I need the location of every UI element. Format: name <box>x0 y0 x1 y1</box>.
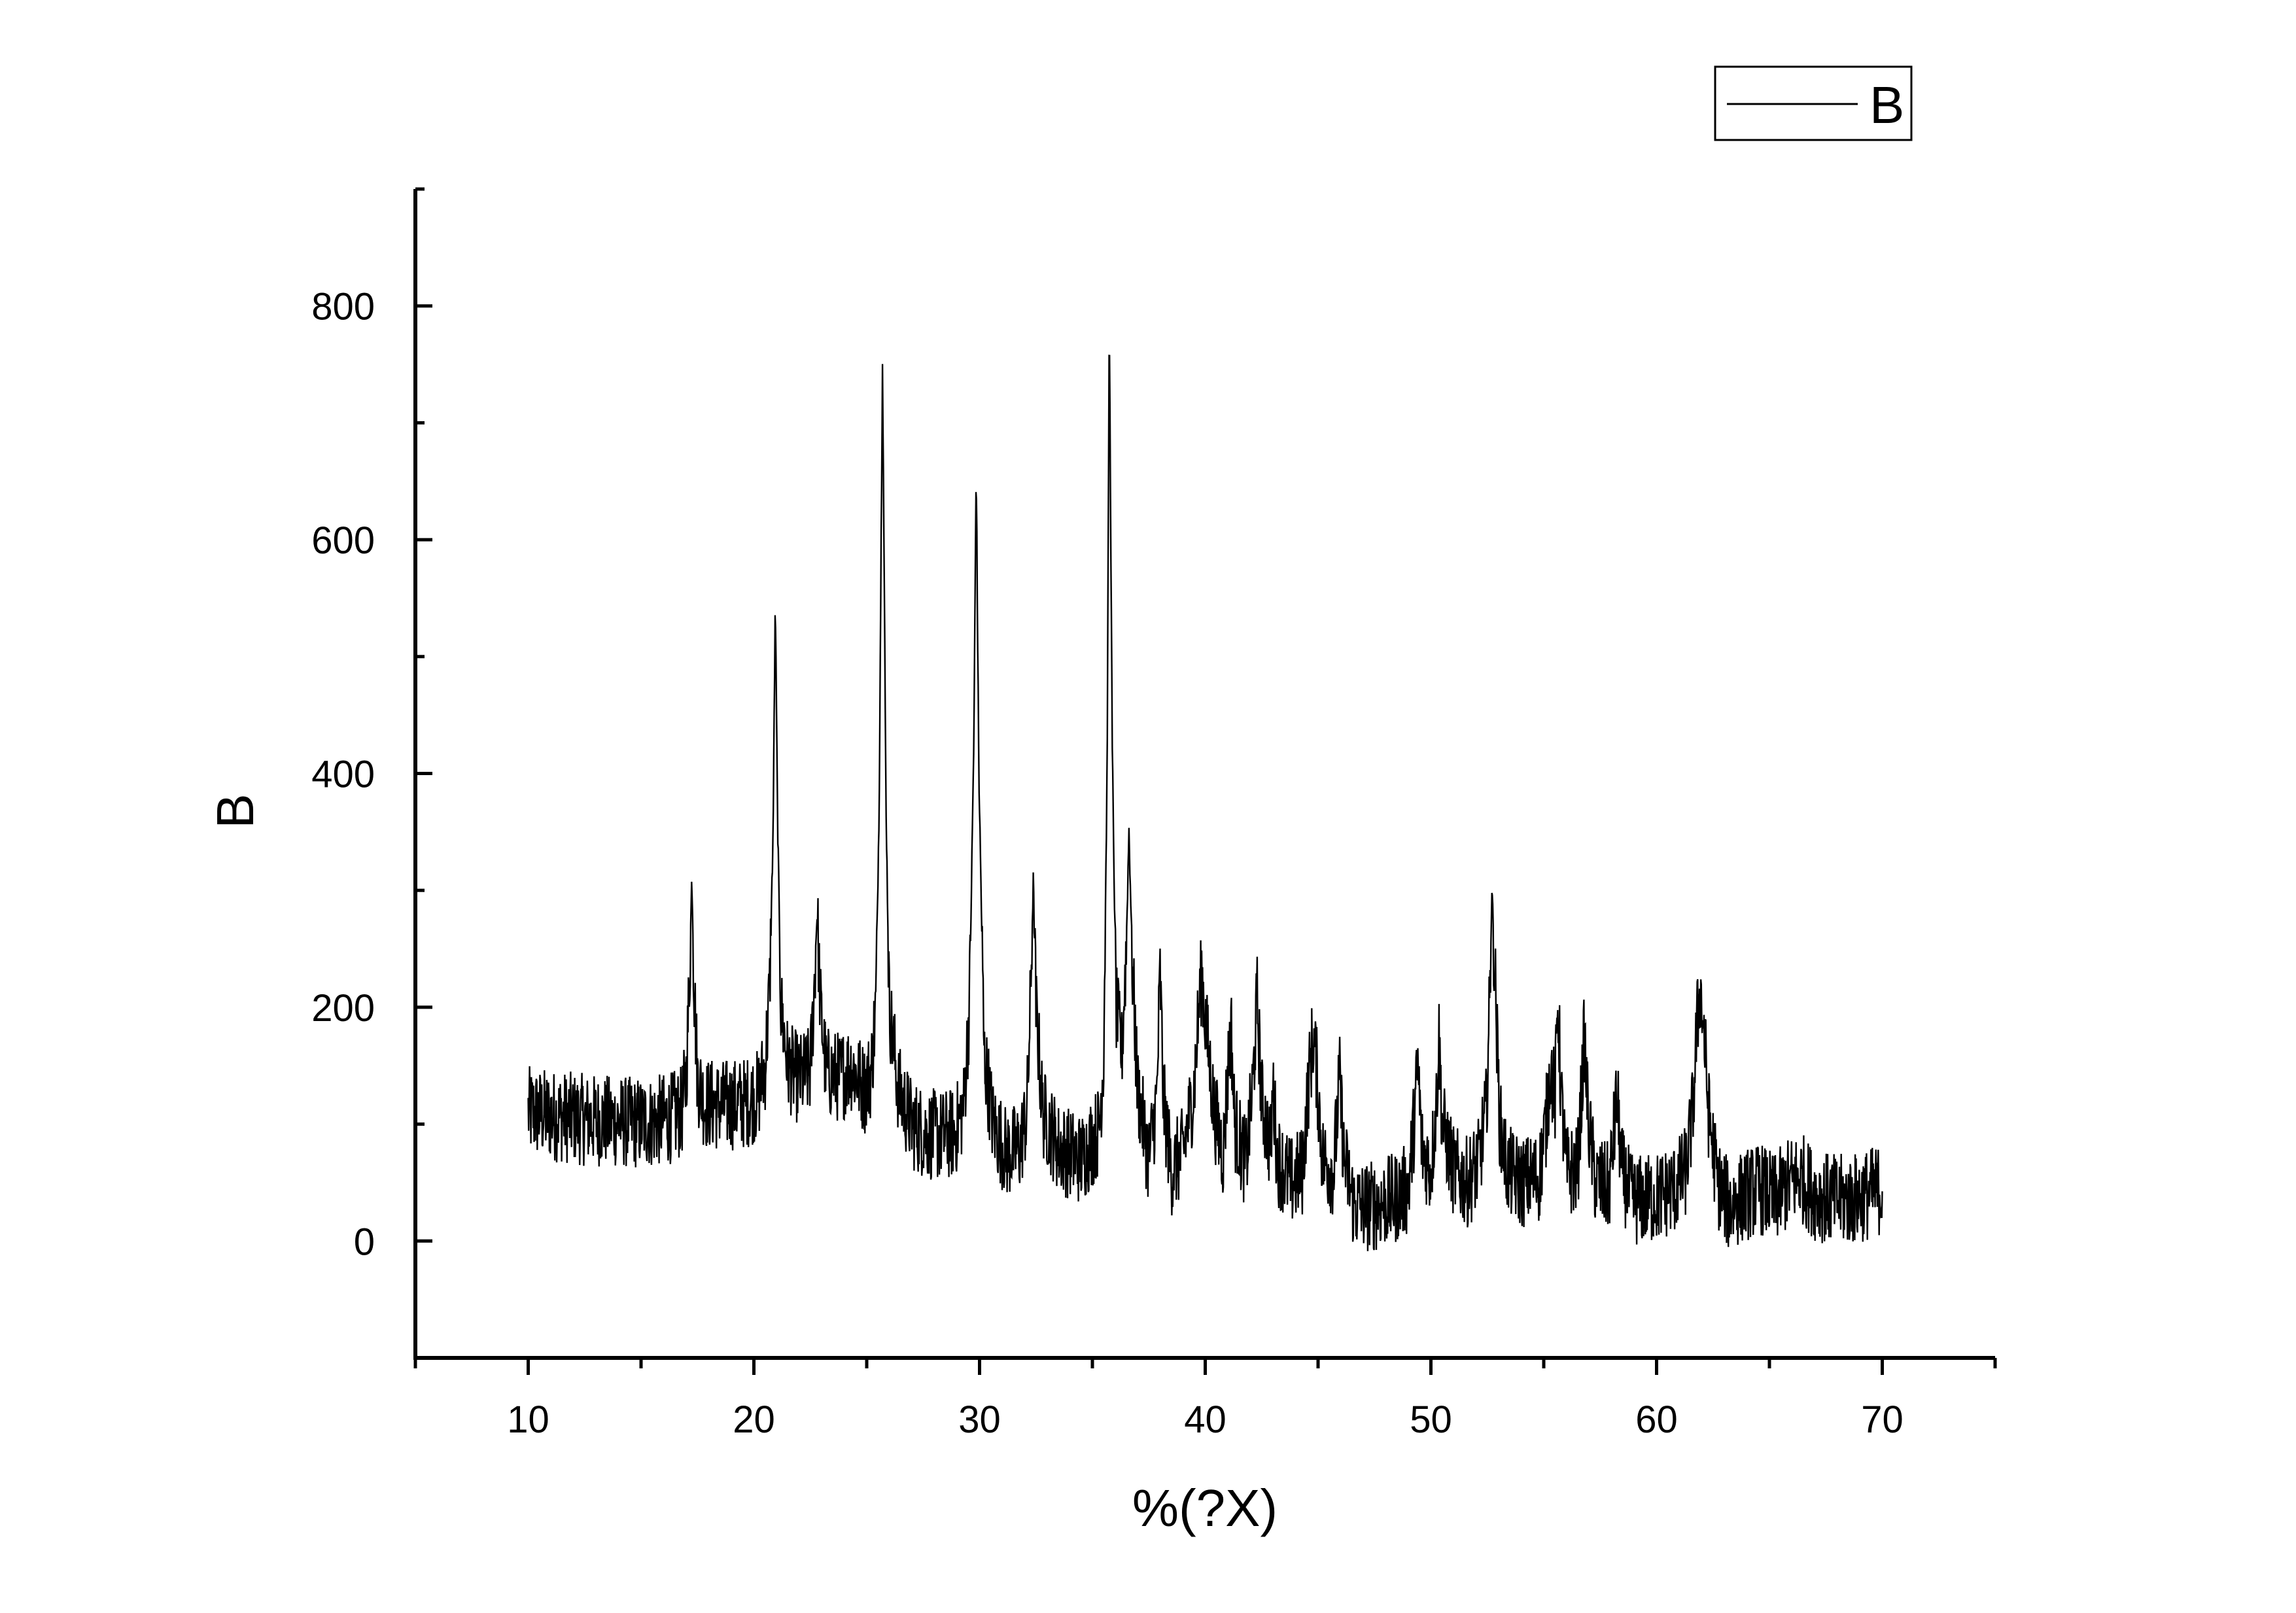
y-tick-label: 600 <box>311 519 375 562</box>
y-tick-label: 200 <box>311 987 375 1030</box>
series-line-group <box>527 355 1883 1251</box>
x-tick-label: 50 <box>1410 1398 1452 1441</box>
legend: B <box>1714 65 1913 141</box>
x-axis-title: %(?X) <box>1132 1479 1278 1537</box>
x-ticks: 10 20 30 40 50 60 70 <box>413 1358 1997 1441</box>
y-axis-title: B <box>206 793 264 828</box>
x-tick-label: 60 <box>1635 1398 1678 1441</box>
x-tick-label: 10 <box>507 1398 549 1441</box>
legend-label: B <box>1870 76 1904 134</box>
y-ticks: 0 200 400 600 800 <box>311 187 432 1360</box>
y-tick-label: 0 <box>354 1221 375 1263</box>
y-tick-label: 400 <box>311 754 375 796</box>
x-tick-label: 40 <box>1184 1398 1226 1441</box>
series-line-b <box>527 355 1883 1251</box>
x-tick-label: 70 <box>1861 1398 1904 1441</box>
x-tick-label: 20 <box>733 1398 775 1441</box>
y-tick-label: 800 <box>311 286 375 328</box>
x-tick-label: 30 <box>958 1398 1001 1441</box>
